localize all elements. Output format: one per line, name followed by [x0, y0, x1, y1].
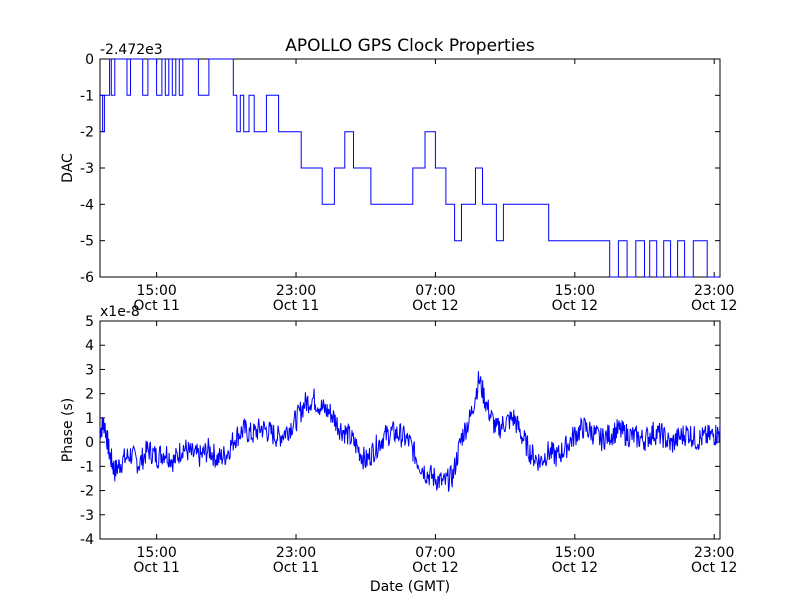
dac-x-tick-time: 15:00: [555, 283, 595, 299]
dac-x-tick-time: 23:00: [694, 283, 734, 299]
dac-y-tick-label: -2: [80, 125, 94, 141]
phase-y-axis-label: Phase (s): [60, 398, 76, 462]
phase-x-tick-date: Oct 12: [552, 560, 598, 576]
dac-x-tick-date: Oct 11: [133, 298, 179, 314]
phase-y-tick-label: -1: [80, 459, 94, 475]
phase-y-tick-label: 4: [85, 338, 94, 354]
phase-x-tick-date: Oct 12: [412, 560, 458, 576]
dac-x-tick-time: 15:00: [136, 283, 176, 299]
dac-x-tick-date: Oct 12: [691, 298, 737, 314]
dac-x-tick-time: 07:00: [415, 283, 455, 299]
phase-y-tick-label: -3: [80, 508, 94, 524]
x-axis-label: Date (GMT): [370, 579, 450, 595]
dac-y-axis-label: DAC: [60, 153, 76, 183]
dac-y-tick-label: -4: [80, 197, 94, 213]
dac-y-tick-label: -5: [80, 234, 94, 250]
dac-x-tick-date: Oct 12: [412, 298, 458, 314]
phase-y-tick-label: 5: [85, 314, 94, 330]
phase-x-tick-time: 07:00: [415, 545, 455, 561]
dac-x-tick-date: Oct 12: [552, 298, 598, 314]
dac-y-tick-label: 0: [85, 52, 94, 68]
dac-y-tick-label: -1: [80, 88, 94, 104]
phase-offset-label: x1e-8: [100, 304, 140, 320]
dac-x-tick-time: 23:00: [276, 283, 316, 299]
phase-y-tick-label: 2: [85, 387, 94, 403]
chart-title: APOLLO GPS Clock Properties: [285, 36, 535, 56]
phase-y-tick-label: -2: [80, 484, 94, 500]
phase-panel: x1e-8 Phase (s) Date (GMT) 5 4 3 2 1 0 -1 -2 -3 -…: [60, 304, 737, 595]
phase-x-tick-date: Oct 11: [133, 560, 179, 576]
dac-y-tick-label: -3: [80, 161, 94, 177]
dac-x-tick-date: Oct 11: [273, 298, 319, 314]
phase-y-tick-label: 1: [85, 411, 94, 427]
phase-y-tick-label: 0: [85, 435, 94, 451]
dac-offset-label: -2.472e3: [100, 42, 163, 58]
phase-series-line: [99, 371, 721, 492]
phase-x-tick-time: 15:00: [555, 545, 595, 561]
phase-x-tick-time: 23:00: [276, 545, 316, 561]
phase-x-tick-date: Oct 12: [691, 560, 737, 576]
dac-y-tick-label: -6: [80, 270, 94, 286]
phase-x-tick-time: 23:00: [694, 545, 734, 561]
dac-series-line: [100, 58, 720, 278]
phase-x-tick-date: Oct 11: [273, 560, 319, 576]
phase-y-tick-label: 3: [85, 362, 94, 378]
phase-y-tick-label: -4: [80, 532, 94, 548]
phase-x-tick-time: 15:00: [136, 545, 176, 561]
